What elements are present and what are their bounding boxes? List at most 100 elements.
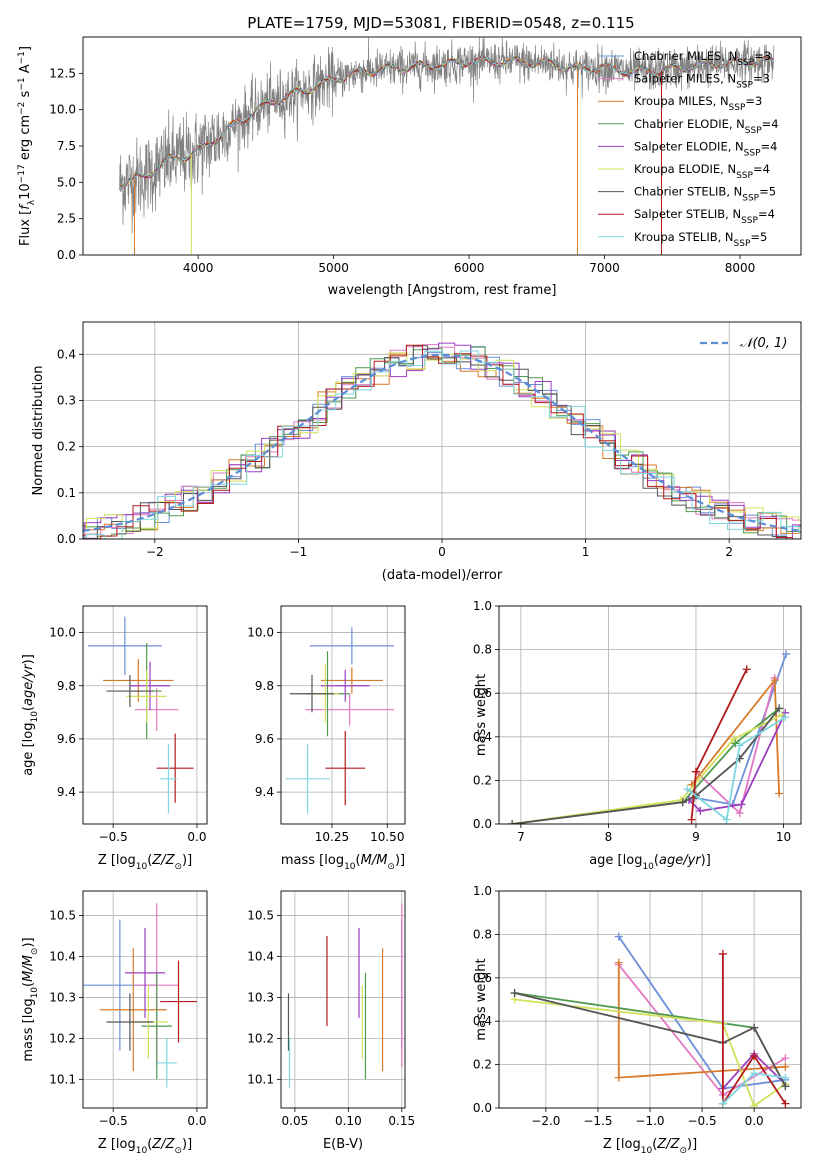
data-point	[750, 1051, 759, 1060]
y-tick-label: 0.2	[473, 773, 492, 787]
y-tick-label: 0.2	[57, 440, 76, 454]
histogram-plot	[83, 342, 801, 539]
data-point	[510, 988, 519, 997]
y-tick-label: 0.6	[473, 971, 492, 985]
y-tick-label: 0.3	[57, 393, 76, 407]
series-line	[511, 714, 783, 824]
y-axis-label: mass weight	[474, 958, 489, 1040]
histogram-step	[83, 350, 801, 539]
data-point	[781, 1073, 790, 1082]
y-tick-label: 0.4	[473, 1014, 492, 1028]
y-tick-label: 2.5	[57, 212, 76, 226]
legend-entry: Salpeter STELIB, NSSP=4	[634, 207, 775, 226]
mass-vs-EBV-axes: 0.05 0.10 0.15 10.1 10.2 10.3 10.4 10.5	[247, 891, 415, 1128]
x-tick-label: 6000	[454, 261, 485, 275]
series-line	[514, 998, 786, 1108]
x-tick-label: 0.15	[388, 1114, 415, 1128]
y-tick-label: 0.1	[57, 486, 76, 500]
y-tick-label: 10.1	[49, 1072, 76, 1086]
x-tick-label: −2	[146, 545, 164, 559]
x-tick-label: −2.0	[531, 1114, 560, 1128]
data-point	[775, 704, 784, 713]
x-tick-label: −1	[290, 545, 308, 559]
age-vs-Z-plot	[88, 616, 194, 814]
y-tick-label: 0.2	[473, 1058, 492, 1072]
x-tick-label: −0.5	[687, 1114, 716, 1128]
legend-entry: Chabrier STELIB, NSSP=5	[634, 185, 776, 204]
data-point	[508, 820, 517, 824]
data-point	[696, 806, 705, 815]
spectrum-frame	[82, 36, 802, 256]
data-point	[781, 1062, 790, 1071]
y-tick-label: 1.0	[473, 599, 492, 613]
y-tick-label: 0.8	[473, 643, 492, 657]
legend-entry: Kroupa ELODIE, NSSP=4	[634, 162, 770, 181]
age-vs-Z-axes: −0.5 0.0 9.4 9.6 9.8 10.0	[49, 606, 207, 844]
x-tick-label: 0.0	[187, 1114, 206, 1128]
y-axis-label: Normed distribution	[31, 366, 46, 496]
model-spectrum	[119, 55, 774, 189]
mass-weight-vs-age-plot	[508, 649, 791, 824]
data-point	[687, 815, 696, 824]
x-axis-label: age [log10(age/yr)]	[589, 853, 711, 872]
legend-entry: Salpeter ELODIE, NSSP=4	[634, 139, 777, 158]
y-axis-label: age [log10(age/yr)]	[21, 654, 40, 776]
y-tick-label: 10.5	[49, 909, 76, 923]
x-tick-label: 0	[438, 545, 446, 559]
y-axis-label: mass weight	[474, 674, 489, 756]
y-tick-label: 12.5	[49, 66, 76, 80]
histogram-step	[83, 345, 801, 539]
data-point	[718, 949, 727, 958]
x-axis-label: (data-model)/error	[382, 568, 503, 583]
x-tick-label: 7	[517, 830, 525, 844]
x-tick-label: −0.5	[99, 830, 128, 844]
y-tick-label: 10.2	[49, 1031, 76, 1045]
series-line	[688, 712, 787, 812]
mass-weight-vs-age-frame	[498, 605, 802, 825]
data-point	[750, 1069, 759, 1078]
data-point	[775, 789, 784, 798]
y-tick-label: 10.3	[49, 990, 76, 1004]
x-tick-label: −0.5	[99, 1114, 128, 1128]
data-point	[781, 713, 790, 722]
y-tick-label: 9.8	[255, 679, 274, 693]
y-tick-label: 0.4	[473, 730, 492, 744]
data-point	[722, 815, 731, 824]
y-tick-label: 1.0	[473, 884, 492, 898]
data-point	[614, 932, 623, 941]
data-point	[781, 1099, 790, 1108]
y-tick-label: 9.8	[57, 679, 76, 693]
y-axis-label: mass [log10(M/M⊙)]	[21, 937, 40, 1061]
age-vs-mass-frame	[280, 605, 406, 825]
y-tick-label: 10.1	[247, 1072, 274, 1086]
x-tick-label: −1.5	[583, 1114, 612, 1128]
data-point	[750, 1101, 759, 1108]
x-tick-label: 8000	[725, 261, 756, 275]
y-axis-label: Flux [fλ10−17 erg cm−2 s−1 A−1]	[17, 46, 37, 246]
y-tick-label: 9.6	[57, 732, 76, 746]
y-tick-label: 0.0	[473, 817, 492, 831]
x-tick-label: 5000	[318, 261, 349, 275]
x-tick-label: 9	[692, 830, 700, 844]
mass-vs-Z-frame	[82, 890, 208, 1109]
x-axis-label: Z [log10(Z/Z⊙)]	[603, 1137, 697, 1156]
x-tick-label: 8	[605, 830, 613, 844]
spectrum-axes: 4000 5000 6000 7000 8000 0.0 2.5 5.0 7.5 10.0 12.5	[49, 66, 755, 275]
data-point	[770, 676, 779, 685]
x-axis-label: Z [log10(Z/Z⊙)]	[98, 853, 192, 872]
y-tick-label: 7.5	[57, 139, 76, 153]
x-axis-label: Z [log10(Z/Z⊙)]	[98, 1137, 192, 1156]
series-line	[690, 668, 748, 820]
data-point	[691, 767, 700, 776]
mass-weight-vs-Z-axes: −2.0 −1.5 −1.0 −0.5 0.0 0.0 0.2 0.4 0.6 0.8 1.0	[473, 884, 801, 1128]
x-tick-label: 0.05	[282, 1114, 309, 1128]
series-line	[514, 992, 787, 1087]
figure-title: PLATE=1759, MJD=53081, FIBERID=0548, z=0…	[247, 14, 634, 32]
data-point	[782, 649, 791, 658]
x-tick-label: 1	[582, 545, 590, 559]
age-vs-Z-frame	[82, 605, 208, 825]
y-tick-label: 10.2	[247, 1031, 274, 1045]
mass-weight-vs-Z-plot	[510, 932, 790, 1108]
